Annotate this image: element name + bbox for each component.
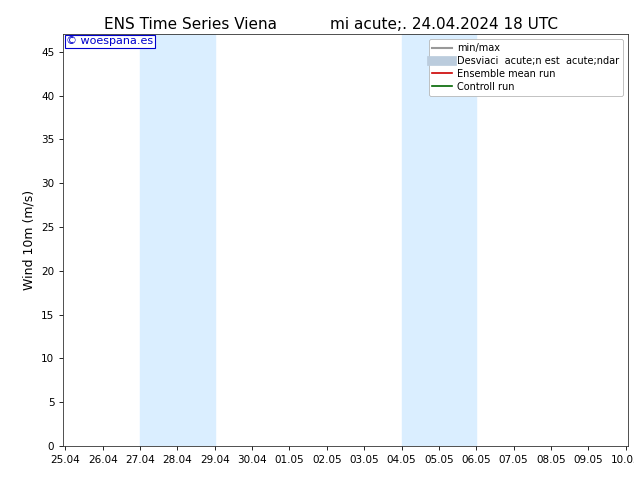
Bar: [401, 34, 476, 446]
Bar: [140, 34, 215, 446]
Text: © woespana.es: © woespana.es: [66, 36, 153, 47]
Y-axis label: Wind 10m (m/s): Wind 10m (m/s): [23, 190, 36, 290]
Legend: min/max, Desviaci  acute;n est  acute;ndar, Ensemble mean run, Controll run: min/max, Desviaci acute;n est acute;ndar…: [429, 39, 623, 96]
Text: ENS Time Series Viena: ENS Time Series Viena: [104, 17, 276, 32]
Text: mi acute;. 24.04.2024 18 UTC: mi acute;. 24.04.2024 18 UTC: [330, 17, 558, 32]
